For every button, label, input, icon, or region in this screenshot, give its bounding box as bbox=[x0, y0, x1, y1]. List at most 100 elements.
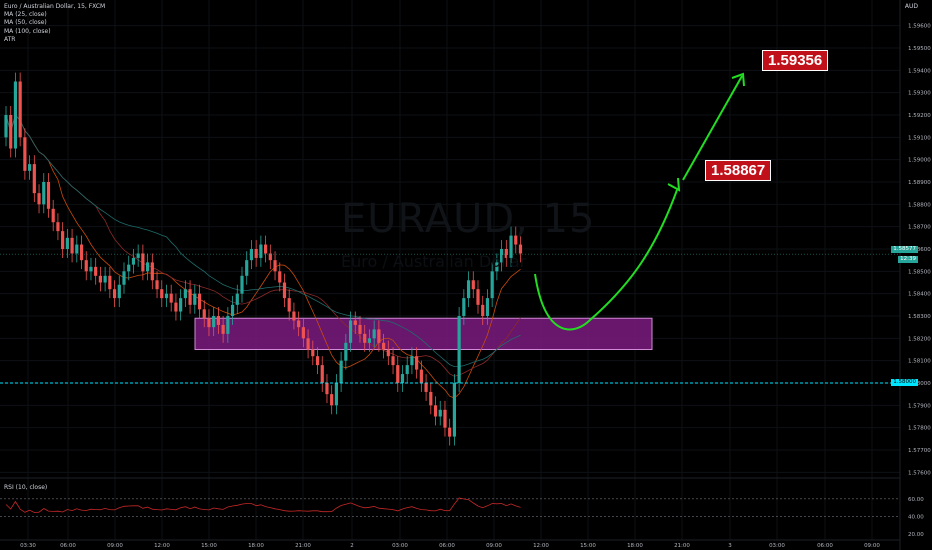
candle-body bbox=[131, 257, 136, 265]
time-tick-label: 06:00 bbox=[817, 543, 833, 549]
symbol-title[interactable]: Euro / Australian Dollar, 15, FXCM bbox=[4, 3, 106, 10]
candle-body bbox=[193, 293, 197, 305]
candle-body bbox=[273, 260, 277, 272]
symbol-watermark-name: Euro / Australian Dollar bbox=[341, 252, 527, 271]
indicator-ma100[interactable]: MA (100, close) bbox=[4, 27, 51, 35]
time-tick-label: 21:00 bbox=[295, 543, 311, 549]
candle-body bbox=[42, 182, 46, 205]
rsi-pane: 60.00 40.00 20.00 bbox=[0, 477, 924, 538]
rsi-line bbox=[5, 497, 521, 513]
projection-line-2 bbox=[682, 75, 743, 181]
candle-body bbox=[471, 280, 475, 290]
candle-body bbox=[188, 289, 192, 305]
candle-body bbox=[13, 81, 18, 149]
candle-body bbox=[325, 383, 329, 395]
candle-body bbox=[235, 293, 239, 305]
candle-body bbox=[287, 298, 291, 312]
candle-body bbox=[18, 81, 22, 138]
candle-body bbox=[514, 235, 518, 245]
candle-body bbox=[452, 383, 456, 437]
rsi-indicator-label[interactable]: RSI (10, close) bbox=[4, 484, 48, 491]
price-tick-label: 1.58800 bbox=[908, 202, 931, 208]
ma25-line bbox=[5, 114, 521, 399]
price-tick-label: 1.59600 bbox=[908, 24, 931, 30]
candle-body bbox=[372, 329, 376, 339]
candle-body bbox=[377, 329, 381, 343]
time-tick-label: 3 bbox=[728, 543, 732, 549]
candle-body bbox=[226, 316, 230, 334]
candle-body bbox=[348, 320, 353, 343]
candle-body bbox=[155, 280, 159, 290]
candle-body bbox=[448, 427, 452, 437]
candle-body bbox=[500, 249, 504, 263]
candle-body bbox=[311, 349, 315, 357]
candle-body bbox=[221, 324, 225, 334]
candle-body bbox=[32, 164, 36, 194]
price-tick-label: 1.59400 bbox=[908, 68, 931, 74]
price-tick-label: 1.58000 bbox=[908, 381, 931, 387]
candle-body bbox=[23, 137, 27, 171]
rsi-tick-label: 20.00 bbox=[908, 532, 924, 538]
candle-body bbox=[94, 266, 98, 276]
candle-body bbox=[75, 244, 79, 254]
candle-body bbox=[245, 260, 249, 276]
candle-body bbox=[259, 244, 263, 258]
candle-body bbox=[61, 231, 65, 249]
candle-body bbox=[169, 293, 173, 303]
candle-body bbox=[84, 260, 88, 272]
candle-body bbox=[278, 271, 282, 283]
candle-body bbox=[108, 275, 112, 290]
candle-body bbox=[28, 164, 32, 171]
candle-body bbox=[476, 289, 480, 305]
candle-body bbox=[363, 333, 367, 343]
candle-body bbox=[197, 293, 202, 310]
price-tick-label: 1.57900 bbox=[908, 403, 931, 409]
price-tick-label: 1.58900 bbox=[908, 180, 931, 186]
candle-body bbox=[429, 391, 433, 406]
candle-body bbox=[339, 360, 343, 383]
candle-body bbox=[320, 365, 324, 383]
time-tick-label: 09:00 bbox=[107, 543, 123, 549]
price-tick-label: 1.57700 bbox=[908, 448, 931, 454]
candle-body bbox=[56, 222, 60, 232]
time-tick-label: 03:00 bbox=[392, 543, 408, 549]
candle-body bbox=[415, 356, 419, 370]
price-tick-label: 1.58100 bbox=[908, 359, 931, 365]
candle-body bbox=[179, 298, 183, 312]
candle-body bbox=[462, 298, 466, 316]
candle-body bbox=[419, 369, 423, 383]
candle-body bbox=[315, 356, 320, 366]
time-tick-label: 12:00 bbox=[154, 543, 170, 549]
candle-body bbox=[495, 262, 499, 272]
time-tick-label: 06:00 bbox=[439, 543, 455, 549]
candle-body bbox=[79, 244, 84, 261]
symbol-watermark: EURAUD, 15 bbox=[341, 196, 596, 242]
price-tick-label: 1.59500 bbox=[908, 46, 931, 52]
candle-body bbox=[207, 318, 211, 328]
countdown-tag: 12:39 bbox=[898, 256, 918, 263]
price-tick-label: 1.59000 bbox=[908, 158, 931, 164]
candle-body bbox=[249, 249, 254, 261]
candle-body bbox=[212, 316, 216, 328]
candle-body bbox=[334, 383, 338, 406]
current-price-tag: 1.58577 bbox=[891, 246, 918, 253]
chart-grid bbox=[0, 0, 900, 540]
projection-curve-1 bbox=[534, 189, 678, 331]
indicator-atr[interactable]: ATR bbox=[4, 35, 16, 43]
candle-body bbox=[268, 253, 272, 261]
candle-body bbox=[433, 405, 438, 417]
arrowhead-1 bbox=[667, 177, 681, 192]
candle-body bbox=[344, 342, 348, 361]
price-tick-label: 1.58700 bbox=[908, 225, 931, 231]
price-tick-label: 1.58400 bbox=[908, 292, 931, 298]
candle-body bbox=[457, 316, 461, 383]
indicator-ma50[interactable]: MA (50, close) bbox=[4, 19, 47, 27]
time-tick-label: 03:30 bbox=[20, 543, 36, 549]
indicator-ma25[interactable]: MA (25, close) bbox=[4, 11, 47, 19]
moving-average-lines bbox=[5, 114, 521, 399]
target-label-1: 1.58867 bbox=[705, 160, 772, 181]
candle-body bbox=[504, 249, 508, 258]
target-label-2: 1.59356 bbox=[762, 50, 829, 71]
candle-body bbox=[103, 275, 107, 283]
